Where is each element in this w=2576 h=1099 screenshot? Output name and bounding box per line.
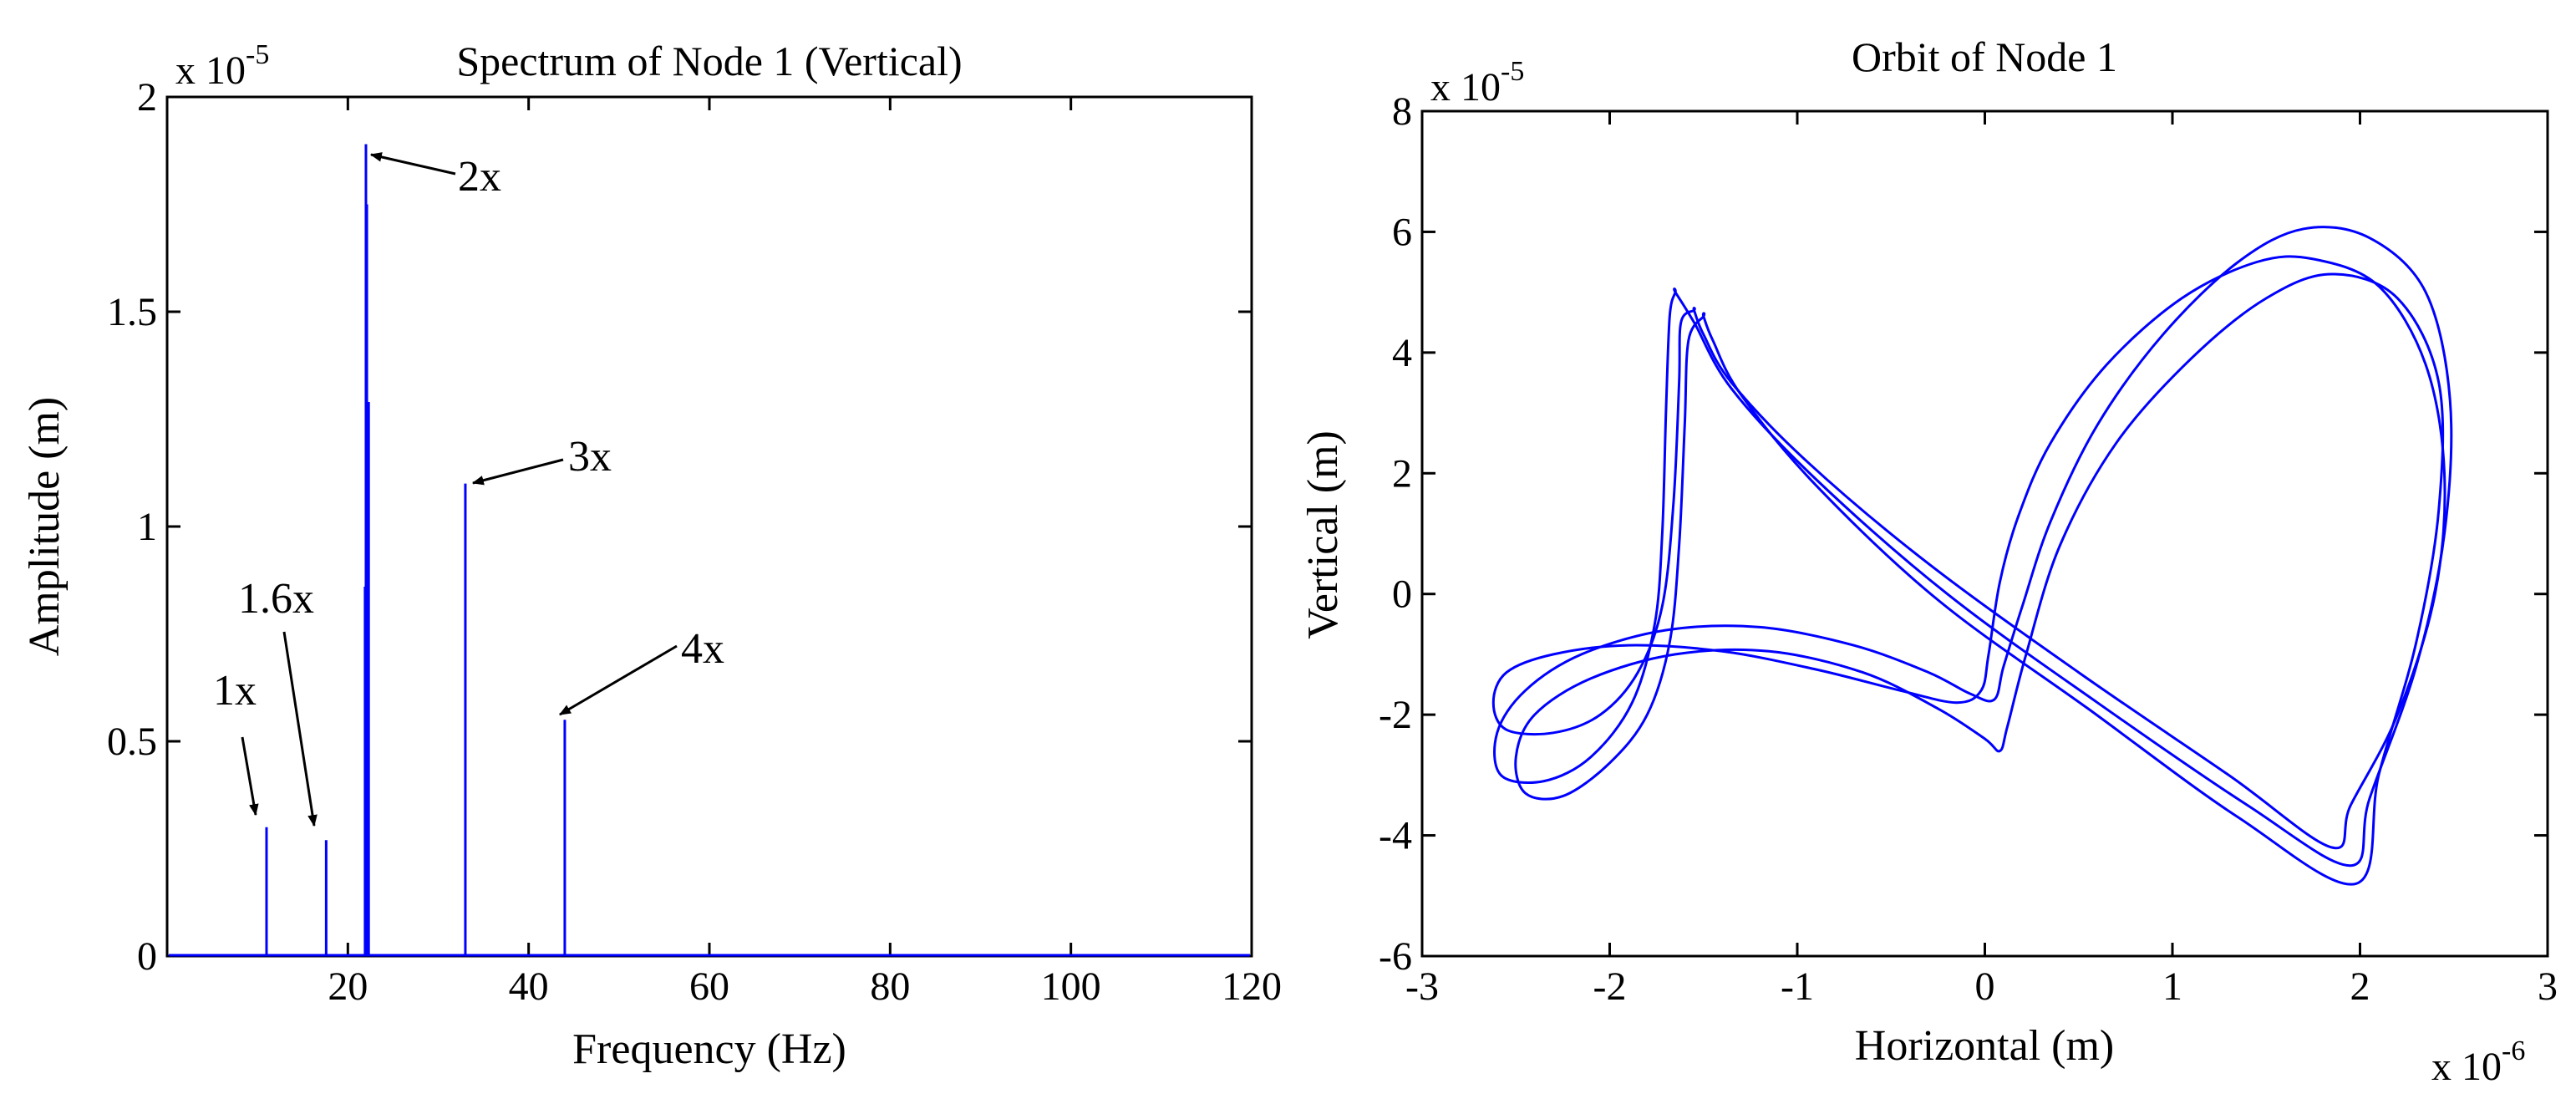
orbit-x-multiplier-base: x 10 (2431, 1045, 2502, 1089)
spectrum-y-tick-label: 0 (137, 934, 157, 979)
orbit-loop-c (1514, 272, 2445, 886)
orbit-x-multiplier-exponent: -6 (2502, 1035, 2525, 1066)
orbit-y-tick-label: -6 (1379, 934, 1412, 979)
annotation-1x: 1x (213, 667, 257, 715)
orbit-title: Orbit of Node 1 (1852, 33, 2117, 80)
orbit-loops (1491, 226, 2453, 886)
spectrum-y-tick-label: 1 (137, 505, 157, 549)
orbit-y-multiplier-base: x 10 (1430, 65, 1501, 109)
orbit-y-tick-label: 0 (1392, 572, 1412, 617)
annotation-arrow-1x (241, 736, 259, 817)
spectrum-y-tick-label: 1.5 (107, 290, 157, 334)
orbit-y-tick-label: -2 (1379, 693, 1412, 737)
spectrum-x-tick-label: 100 (1041, 964, 1101, 1009)
spectrum-ticks: 20 40 60 80 100 120 0 0.5 1 1.5 2 (107, 75, 1282, 1009)
annotation-arrow-4x (558, 644, 678, 716)
spectrum-plot-area (165, 95, 1253, 958)
orbit-y-tick-label: -4 (1379, 814, 1412, 858)
annotation-4x: 4x (681, 625, 724, 673)
spectrum-title: Spectrum of Node 1 (Vertical) (456, 38, 962, 84)
spectrum-chart: Spectrum of Node 1 (Vertical) x 10-5 Fre… (21, 38, 1282, 1073)
orbit-x-tick-label: -3 (1405, 964, 1439, 1009)
orbit-loop-a (1491, 255, 2446, 850)
orbit-x-tick-label: -2 (1593, 964, 1627, 1009)
orbit-x-tick-label: 2 (2350, 964, 2370, 1009)
spectrum-x-tick-label: 60 (689, 964, 729, 1009)
orbit-loop-b (1493, 226, 2453, 867)
orbit-ticks: -3 -2 -1 0 1 2 3 -6 -4 -2 0 2 4 6 8 (1379, 89, 2558, 1009)
spectrum-x-tick-label: 20 (328, 964, 368, 1009)
annotation-arrow-3x (471, 458, 564, 486)
annotation-arrow-2x (369, 152, 456, 176)
spectrum-y-tick-label: 0.5 (107, 720, 157, 764)
spectrum-x-tick-label: 120 (1222, 964, 1282, 1009)
spectrum-x-tick-label: 80 (870, 964, 910, 1009)
spectrum-annotations: 1x 1.6x 2x 3x 4x (213, 152, 724, 827)
spectrum-lines (265, 144, 567, 956)
orbit-y-tick-label: 6 (1392, 210, 1412, 254)
spectrum-y-axis-label: Amplitude (m) (21, 397, 69, 657)
orbit-y-tick-label: 2 (1392, 451, 1412, 496)
orbit-y-axis-label: Vertical (m) (1299, 430, 1347, 639)
orbit-x-multiplier: x 10-6 (2431, 1035, 2525, 1089)
spectrum-y-multiplier-base: x 10 (175, 48, 246, 93)
orbit-y-multiplier: x 10-5 (1430, 56, 1524, 109)
orbit-x-axis-label: Horizontal (m) (1855, 1022, 2114, 1070)
annotation-2x: 2x (458, 153, 501, 201)
spectrum-y-multiplier: x 10-5 (175, 39, 269, 93)
annotation-1-6x: 1.6x (238, 575, 314, 623)
orbit-x-tick-label: 3 (2538, 964, 2558, 1009)
orbit-y-tick-label: 4 (1392, 331, 1412, 375)
spectrum-y-multiplier-exponent: -5 (246, 39, 269, 70)
orbit-y-multiplier-exponent: -5 (1501, 56, 1524, 87)
annotation-arrow-1-6x (282, 631, 318, 827)
orbit-chart: Orbit of Node 1 x 10-5 x 10-6 Horizontal… (1299, 33, 2558, 1089)
spectrum-x-axis-label: Frequency (Hz) (572, 1025, 846, 1073)
orbit-x-tick-label: 1 (2162, 964, 2182, 1009)
orbit-x-tick-label: 0 (1975, 964, 1995, 1009)
orbit-plot-area (1420, 109, 2549, 958)
annotation-3x: 3x (568, 433, 612, 481)
orbit-x-tick-label: -1 (1781, 964, 1814, 1009)
spectrum-y-tick-label: 2 (137, 75, 157, 120)
spectrum-x-tick-label: 40 (509, 964, 549, 1009)
orbit-y-tick-label: 8 (1392, 89, 1412, 134)
